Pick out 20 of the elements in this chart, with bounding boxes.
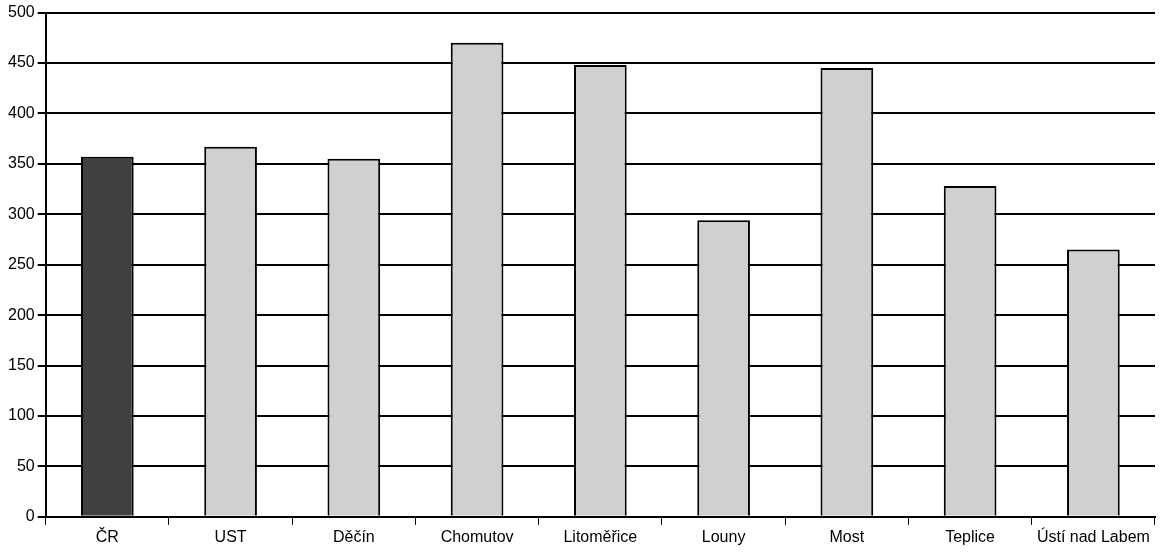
x-tick-label: Litoměřice	[563, 527, 638, 545]
y-tick-label: 400	[7, 103, 35, 121]
x-tick-label: Děčín	[332, 527, 375, 545]
x-tick-label: Most	[829, 527, 865, 545]
x-tick-label: Teplice	[945, 527, 996, 545]
y-tick-label: 150	[7, 355, 35, 373]
y-tick-label: 250	[7, 255, 35, 273]
x-tick-label: Louny	[701, 527, 746, 545]
y-tick-label: 300	[7, 204, 35, 222]
x-tick-label: Ústí nad Labem	[1036, 526, 1150, 545]
y-tick-label: 100	[7, 406, 35, 424]
y-tick-label: 50	[16, 456, 35, 474]
y-tick-label: 200	[7, 305, 35, 323]
x-tick-label: Chomutov	[440, 527, 514, 545]
x-tick-label: ČR	[95, 526, 119, 545]
y-tick-label: 0	[25, 507, 35, 525]
y-tick-label: 350	[7, 154, 35, 172]
x-tick-label: UST	[214, 527, 247, 545]
y-tick-label: 500	[7, 3, 35, 21]
y-tick-label: 450	[7, 53, 35, 71]
